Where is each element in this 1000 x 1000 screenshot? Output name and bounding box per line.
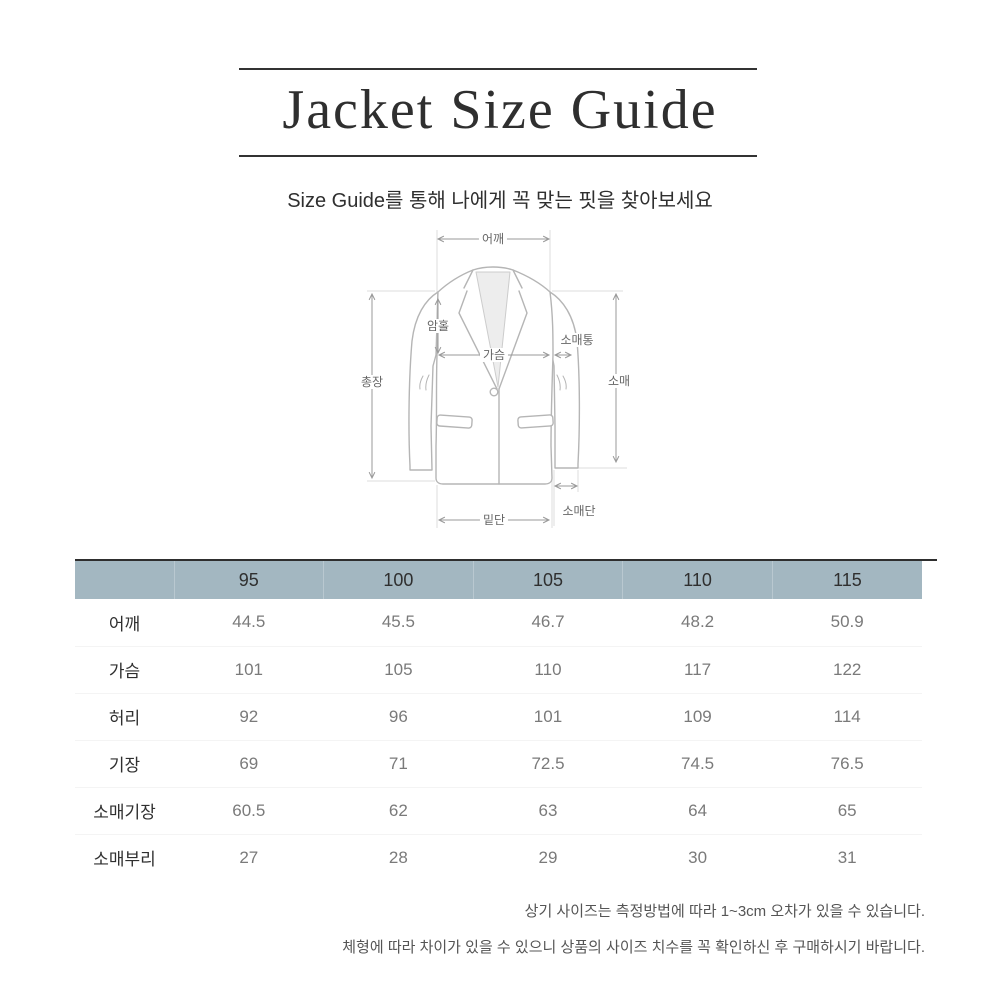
size-table-corner-cell bbox=[75, 561, 174, 599]
total-length-label: 총장 bbox=[357, 375, 387, 389]
table-cell: 63 bbox=[473, 787, 623, 835]
right-pocket bbox=[517, 414, 554, 429]
row-label: 어깨 bbox=[75, 599, 174, 647]
table-cell: 109 bbox=[622, 693, 773, 741]
armhole-label: 암홀 bbox=[423, 319, 453, 333]
note-line-1: 상기 사이즈는 측정방법에 따라 1~3cm 오차가 있을 수 있습니다. bbox=[524, 903, 925, 920]
row-label: 가슴 bbox=[75, 646, 174, 694]
table-cell: 64 bbox=[622, 787, 773, 835]
size-column-header: 100 bbox=[323, 561, 474, 599]
table-cell: 117 bbox=[622, 646, 773, 694]
table-cell: 71 bbox=[323, 740, 474, 788]
size-column-header: 110 bbox=[622, 561, 773, 599]
row-label: 기장 bbox=[75, 740, 174, 788]
title-rule-top bbox=[239, 68, 757, 70]
table-cell: 96 bbox=[323, 693, 474, 741]
table-cell: 46.7 bbox=[473, 599, 623, 647]
row-label: 허리 bbox=[75, 693, 174, 741]
table-row-waist: 허리 92 96 101 109 114 bbox=[75, 693, 922, 741]
sleeve-cuff-label: 소매단 bbox=[559, 504, 599, 518]
left-pocket bbox=[436, 414, 473, 429]
table-top-border bbox=[75, 559, 937, 561]
shoulder-label: 어깨 bbox=[478, 232, 508, 246]
hem-label: 밑단 bbox=[479, 513, 509, 527]
lapel-lines bbox=[458, 269, 528, 485]
page-subtitle: Size Guide를 통해 나에게 꼭 맞는 핏을 찾아보세요 bbox=[287, 190, 713, 212]
table-cell: 31 bbox=[837, 847, 857, 867]
table-cell: 30 bbox=[688, 847, 708, 867]
table-cell: 76.5 bbox=[772, 740, 922, 788]
row-label: 소매기장 bbox=[75, 787, 174, 835]
table-cell: 62 bbox=[323, 787, 474, 835]
table-cell: 105 bbox=[323, 646, 474, 694]
row-label: 소매부리 bbox=[93, 850, 156, 870]
table-row-sleeve-length: 소매기장 60.5 62 63 64 65 bbox=[75, 787, 922, 835]
table-cell: 74.5 bbox=[622, 740, 773, 788]
table-cell: 101 bbox=[473, 693, 623, 741]
table-cell: 27 bbox=[239, 847, 259, 867]
chest-label: 가슴 bbox=[479, 348, 509, 362]
sleeve-label: 소매 bbox=[604, 374, 634, 388]
jacket-diagram-svg bbox=[367, 230, 627, 528]
table-cell: 44.5 bbox=[174, 599, 324, 647]
note-line-2: 체형에 따라 차이가 있을 수 있으니 상품의 사이즈 치수를 꼭 확인하신 후… bbox=[342, 939, 925, 956]
left-sleeve bbox=[408, 291, 439, 471]
table-row-cuff: 소매부리 27 28 29 30 31 bbox=[75, 834, 922, 881]
table-cell: 69 bbox=[174, 740, 324, 788]
jacket-measurement-diagram: 어깨 암홀 가슴 소매통 총장 소매 밑단 소매단 bbox=[355, 226, 645, 548]
table-cell: 50.9 bbox=[772, 599, 922, 647]
size-table-header-row: 95 100 105 110 115 bbox=[75, 561, 922, 599]
table-row-length: 기장 69 71 72.5 74.5 76.5 bbox=[75, 740, 922, 788]
size-column-header: 115 bbox=[771, 561, 922, 599]
sleeve-creases bbox=[419, 374, 567, 391]
footer-notes: 상기 사이즈는 측정방법에 따라 1~3cm 오차가 있을 수 있습니다. 체형… bbox=[225, 894, 925, 966]
lapel-inner-v bbox=[475, 271, 511, 388]
size-table: 95 100 105 110 115 어깨 44.5 45.5 46.7 48.… bbox=[75, 561, 922, 881]
size-column-header: 105 bbox=[472, 561, 623, 599]
table-cell: 28 bbox=[388, 847, 408, 867]
table-row-shoulder: 어깨 44.5 45.5 46.7 48.2 50.9 bbox=[75, 599, 922, 647]
table-cell: 110 bbox=[473, 646, 623, 694]
table-cell: 114 bbox=[772, 693, 922, 741]
table-cell: 101 bbox=[174, 646, 324, 694]
table-cell: 48.2 bbox=[622, 599, 773, 647]
table-cell: 60.5 bbox=[174, 787, 324, 835]
sleeve-width-label: 소매통 bbox=[557, 333, 597, 347]
jacket-outline bbox=[408, 266, 581, 485]
table-cell: 72.5 bbox=[473, 740, 623, 788]
page-title: Jacket Size Guide bbox=[282, 79, 718, 141]
table-cell: 45.5 bbox=[323, 599, 474, 647]
table-row-chest: 가슴 101 105 110 117 122 bbox=[75, 646, 922, 694]
table-cell: 122 bbox=[772, 646, 922, 694]
jacket-button bbox=[489, 387, 499, 397]
title-rule-bottom bbox=[239, 155, 757, 157]
table-cell: 92 bbox=[174, 693, 324, 741]
size-column-header: 95 bbox=[173, 561, 324, 599]
table-cell: 29 bbox=[538, 847, 558, 867]
table-cell: 65 bbox=[772, 787, 922, 835]
